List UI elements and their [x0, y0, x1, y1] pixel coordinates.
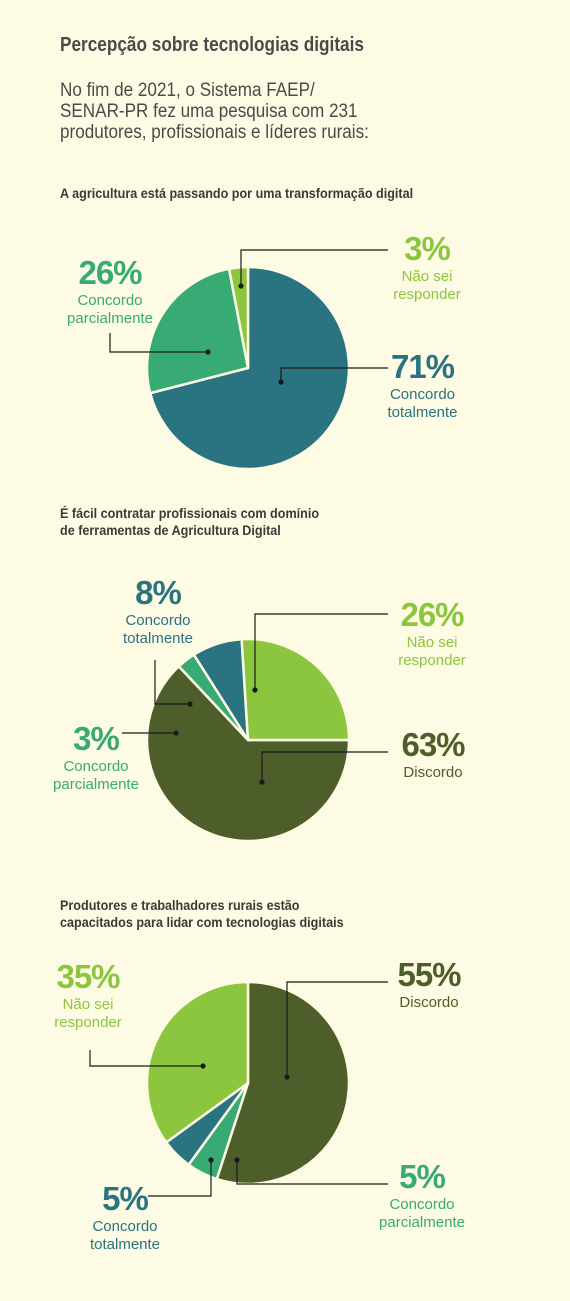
chart-3-pct-concordo-totalmente: 5%: [102, 1180, 149, 1217]
chart-3-title-line-1: Produtores e trabalhadores rurais estão: [60, 897, 300, 913]
chart-2-label-concordo-totalmente: 8% Concordo totalmente: [98, 574, 218, 648]
chart-1-cat-nao-sei-1: Não sei: [401, 268, 453, 285]
chart-2-pct-nao-sei: 26%: [400, 596, 464, 633]
page-title: Percepção sobre tecnologias digitais: [60, 34, 364, 56]
chart-3-cat-nao-sei-1: Não sei: [62, 996, 114, 1013]
chart-2-label-concordo-parcialmente: 3% Concordo parcialmente: [36, 720, 156, 794]
chart-2-slice-discordo: [145, 665, 351, 843]
chart-2-leader-dot-4: [252, 687, 258, 693]
intro-text: No fim de 2021, o Sistema FAEP/ SENAR-PR…: [60, 80, 474, 143]
chart-3-cat-concordo-parcialmente-1: Concordo: [389, 1196, 455, 1213]
chart-2-leader-line-3: [154, 660, 190, 705]
chart-3-title-line-2: capacitados para lidar com tecnologias d…: [60, 914, 344, 930]
chart-3-leader-dot-3: [208, 1157, 214, 1163]
chart-1-leader-line-2: [109, 333, 208, 353]
chart-2-leader-dot-1: [259, 779, 265, 785]
chart-3-leader-line-1: [286, 981, 388, 1077]
intro-line-3: produtores, profissionais e líderes rura…: [60, 122, 369, 143]
chart-3-title: Produtores e trabalhadores rurais estão …: [60, 897, 344, 931]
chart-2-title-line-2: de ferramentas de Agricultura Digital: [60, 522, 281, 538]
chart-1-slice-concordo-parcialmente: [145, 267, 250, 395]
chart-1-cat-concordo-parcialmente-2: parcialmente: [67, 310, 153, 327]
chart-1-leader-dot-1: [278, 379, 284, 385]
chart-1-title-line-1: A agricultura está passando por uma tran…: [60, 185, 414, 201]
chart-3-label-nao-sei: 35% Não sei responder: [28, 958, 148, 1032]
chart-2-cat-concordo-parcialmente-2: parcialmente: [53, 776, 139, 793]
chart-1-leader-dot-2: [205, 349, 211, 355]
chart-2-title: É fácil contratar profissionais com domí…: [60, 505, 319, 539]
chart-3-label-discordo: 55% Discordo: [374, 956, 484, 1012]
chart-1-cat-concordo-parcialmente-1: Concordo: [77, 292, 143, 309]
chart-1-pct-concordo-totalmente: 71%: [390, 348, 455, 385]
chart-1-leader-dot-3: [238, 283, 244, 289]
chart-3-label-concordo-parcialmente: 5% Concordo parcialmente: [362, 1158, 482, 1232]
chart-1-pct-nao-sei: 3%: [404, 230, 451, 267]
chart-2-cat-concordo-totalmente-1: Concordo: [125, 612, 191, 629]
chart-1-cat-nao-sei-2: responder: [393, 286, 461, 303]
chart-1-pct-concordo-parcialmente: 26%: [78, 254, 142, 291]
chart-3-leader-dot-2: [234, 1157, 240, 1163]
intro-line-1: No fim de 2021, o Sistema FAEP/: [60, 80, 315, 101]
chart-2-cat-concordo-totalmente-2: totalmente: [122, 630, 194, 647]
chart-3-leader-dot-1: [284, 1074, 290, 1080]
chart-3-cat-nao-sei-2: responder: [54, 1014, 122, 1031]
chart-3-leader-dot-4: [200, 1063, 206, 1069]
chart-2-leader-dot-2: [173, 730, 179, 736]
chart-2-cat-nao-sei-2: responder: [398, 652, 466, 669]
chart-1-label-concordo-parcialmente: 26% Concordo parcialmente: [40, 254, 180, 328]
chart-3-cat-discordo-1: Discordo: [399, 994, 459, 1011]
chart-3-pct-discordo: 55%: [397, 956, 461, 993]
chart-2-leader-dot-3: [187, 701, 193, 707]
chart-2-leader-line-4: [254, 613, 388, 690]
chart-3-cat-concordo-parcialmente-2: parcialmente: [379, 1214, 465, 1231]
chart-3-slice-discordo: [215, 980, 351, 1186]
chart-3-slice-nao-sei-responder: [145, 980, 250, 1144]
chart-1-cat-concordo-totalmente-2: totalmente: [387, 404, 458, 421]
chart-2-leader-line-1: [261, 751, 388, 782]
chart-3-cat-concordo-totalmente-1: Concordo: [92, 1218, 158, 1235]
chart-1-slice-nao-sei-responder: [227, 265, 250, 370]
chart-2-label-discordo: 63% Discordo: [378, 726, 488, 782]
chart-1-label-concordo-totalmente: 71% Concordo totalmente: [360, 348, 485, 422]
chart-3-cat-concordo-totalmente-2: totalmente: [89, 1236, 161, 1253]
chart-1-leader-line-3: [240, 249, 388, 286]
chart-1-leader-line-1: [280, 367, 388, 382]
chart-1-cat-concordo-totalmente-1: Concordo: [389, 386, 456, 403]
intro-line-2: SENAR-PR fez uma pesquisa com 231: [60, 101, 358, 122]
chart-2-cat-concordo-parcialmente-1: Concordo: [63, 758, 129, 775]
chart-3-leader-line-4: [89, 1050, 203, 1067]
chart-3-leader-line-3: [148, 1160, 212, 1197]
chart-2-slice-nao-sei-responder: [240, 637, 351, 742]
chart-2-pct-concordo-totalmente: 8%: [135, 574, 182, 611]
chart-3-leader-line-2: [236, 1160, 388, 1185]
chart-2-pct-discordo: 63%: [401, 726, 465, 763]
chart-1-label-nao-sei: 3% Não sei responder: [367, 230, 487, 304]
chart-2-pct-concordo-parcialmente: 3%: [73, 720, 120, 757]
chart-3-pct-concordo-parcialmente: 5%: [399, 1158, 446, 1195]
chart-2-cat-nao-sei-1: Não sei: [406, 634, 458, 651]
chart-2-cat-discordo-1: Discordo: [403, 764, 463, 781]
chart-2-label-nao-sei: 26% Não sei responder: [372, 596, 492, 670]
chart-1-slice-concordo-totalmente: [148, 265, 351, 471]
chart-2-title-line-1: É fácil contratar profissionais com domí…: [60, 505, 320, 521]
chart-1-title: A agricultura está passando por uma tran…: [60, 185, 413, 202]
chart-3-label-concordo-totalmente: 5% Concordo totalmente: [65, 1180, 185, 1254]
chart-3-pct-nao-sei: 35%: [56, 958, 120, 995]
